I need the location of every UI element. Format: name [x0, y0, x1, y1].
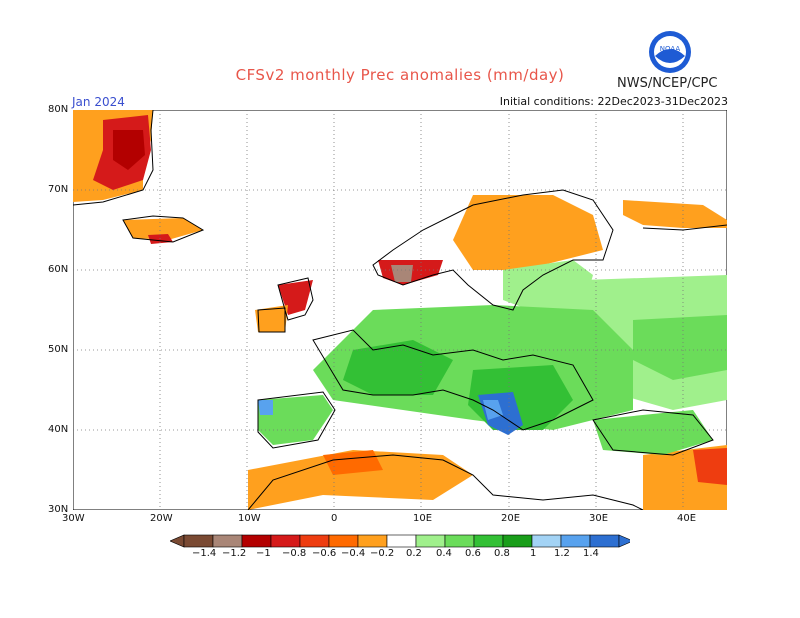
anomaly-iceland: [123, 218, 203, 240]
lat-label-40n: 40N: [48, 424, 69, 435]
colorbar-label-1: −1.2: [222, 548, 247, 559]
lon-label-40e: 40E: [677, 513, 697, 524]
month-label: Jan 2024: [72, 95, 125, 109]
colorbar-label-2: −1: [256, 548, 271, 559]
colorbar-swatch: [357, 534, 388, 548]
lat-label-30n: 30N: [48, 504, 69, 515]
lon-label-30w: 30W: [62, 513, 85, 524]
colorbar-swatch: [473, 534, 504, 548]
anomaly-ireland-orange: [255, 305, 288, 332]
colorbar-swatch: [589, 534, 620, 548]
anomaly-finland-green: [503, 260, 593, 315]
precip-anomaly-map: [73, 110, 727, 510]
lon-label-20w: 20W: [150, 513, 173, 524]
anomaly-northafrica-orange: [248, 450, 473, 510]
anomaly-middleeast-red: [693, 448, 727, 485]
anomaly-russia-midgreen: [633, 315, 727, 380]
colorbar-label-9: 0.6: [465, 548, 481, 559]
lon-label-10w: 10W: [238, 513, 261, 524]
colorbar-swatch: [241, 534, 272, 548]
anomaly-turkey-green: [593, 410, 713, 455]
lat-label-70n: 70N: [48, 184, 69, 195]
colorbar-label-8: 0.4: [436, 548, 452, 559]
colorbar-label-6: −0.2: [370, 548, 395, 559]
colorbar-label-13: 1.4: [583, 548, 599, 559]
colorbar-swatch: [183, 534, 214, 548]
colorbar-swatch: [415, 534, 446, 548]
agency-label: NWS/NCEP/CPC: [617, 76, 718, 91]
colorbar-swatch: [212, 534, 243, 548]
lat-label-80n: 80N: [48, 104, 69, 115]
anomaly-iberia-blue: [258, 400, 273, 415]
anomaly-northafrica-red: [323, 450, 383, 475]
colorbar-swatch: [531, 534, 562, 548]
colorbar-swatch: [502, 534, 533, 548]
colorbar-swatch: [328, 534, 359, 548]
coastlines: [73, 110, 727, 510]
anomaly-southnorway-brown: [391, 265, 413, 282]
colorbar-label-4: −0.6: [312, 548, 337, 559]
lon-label-20e: 20E: [501, 513, 521, 524]
colorbar-label-3: −0.8: [282, 548, 307, 559]
colorbar-arrow-left: [170, 534, 185, 548]
lat-label-60n: 60N: [48, 264, 69, 275]
colorbar-swatch: [444, 534, 475, 548]
colorbar-swatch: [386, 534, 417, 548]
map-title: CFSv2 monthly Prec anomalies (mm/day): [235, 66, 565, 84]
lat-label-50n: 50N: [48, 344, 69, 355]
svg-text:NOAA: NOAA: [660, 45, 681, 53]
colorbar-label-10: 0.8: [494, 548, 510, 559]
anomaly-russia-north-orange: [623, 200, 727, 228]
colorbar-swatch: [299, 534, 330, 548]
colorbar-label-11: 1: [530, 548, 537, 559]
initial-conditions-label: Initial conditions: 22Dec2023-31Dec2023: [499, 95, 728, 108]
anomaly-fields: [73, 110, 727, 510]
anomaly-iberia-green: [258, 395, 333, 445]
colorbar-label-5: −0.4: [341, 548, 366, 559]
lon-label-10e: 10E: [413, 513, 433, 524]
colorbar-swatch: [560, 534, 591, 548]
graticule: [73, 110, 727, 510]
colorbar-label-12: 1.2: [554, 548, 570, 559]
anomaly-scandinavia-orange: [453, 195, 603, 270]
anomaly-centraleurope-darkgreen: [343, 340, 453, 395]
colorbar-label-7: 0.2: [406, 548, 422, 559]
colorbar-arrow-right: [618, 534, 630, 548]
anomaly-greenland-darkred: [113, 130, 145, 170]
colorbar-swatch: [270, 534, 301, 548]
lon-label-0: 0: [331, 513, 338, 524]
lon-label-30e: 30E: [589, 513, 609, 524]
colorbar-label-0: −1.4: [192, 548, 217, 559]
colorbar: [170, 534, 630, 548]
noaa-logo: NOAA: [649, 31, 691, 73]
